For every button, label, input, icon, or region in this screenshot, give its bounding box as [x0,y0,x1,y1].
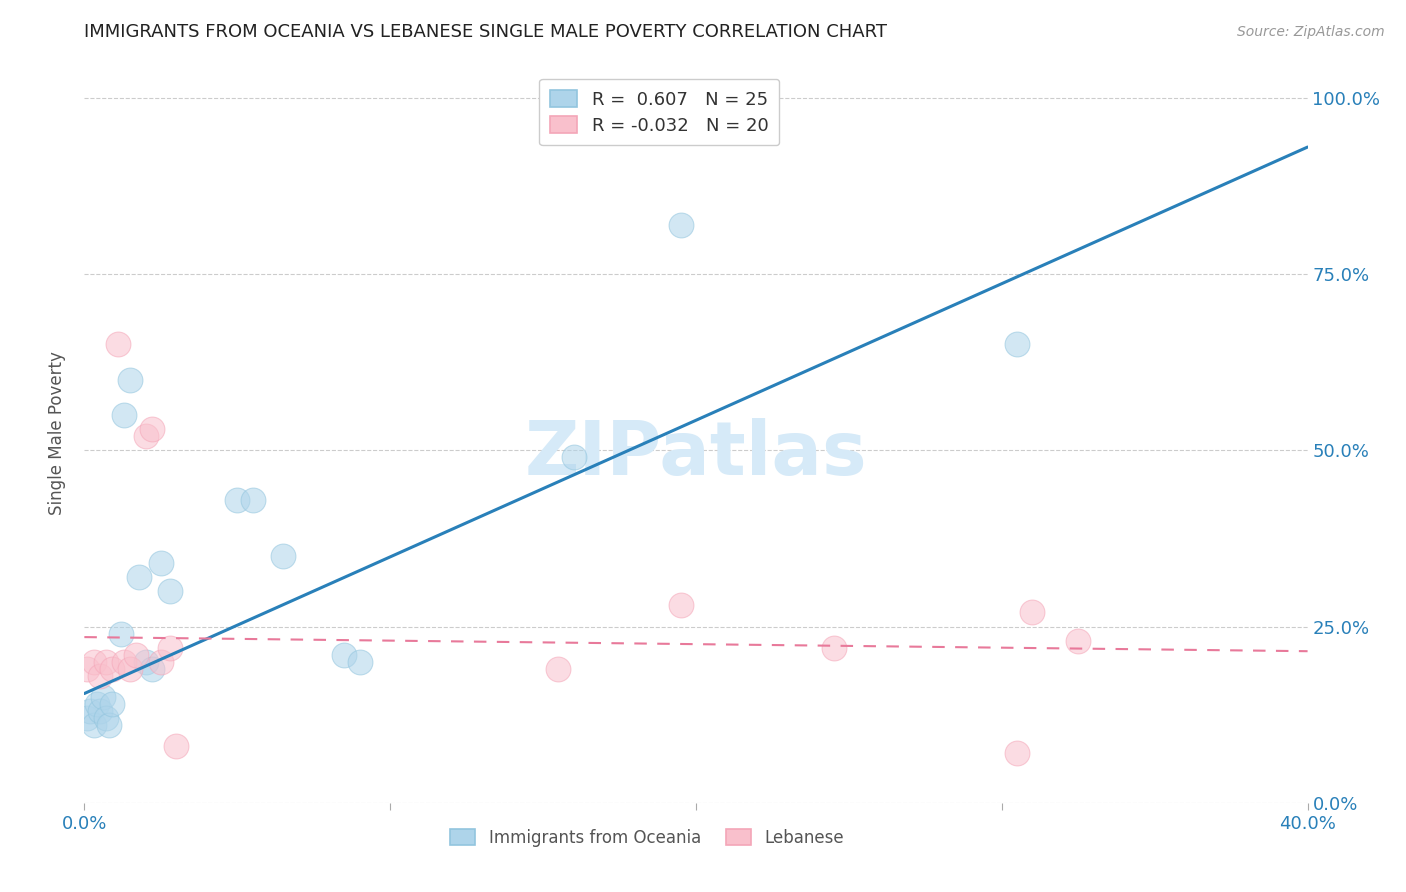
Point [226,492,249,507]
Point [333,648,356,662]
Point [76,662,98,676]
Point [86,697,108,711]
Point [135,655,157,669]
Legend: Immigrants from Oceania, Lebanese: Immigrants from Oceania, Lebanese [444,822,851,854]
Point [89,704,111,718]
Point [110,626,132,640]
Point [79,704,101,718]
Point [101,697,124,711]
Point [97,718,120,732]
Point [159,584,181,599]
Point [547,662,569,676]
Point [83,655,105,669]
Point [271,549,294,563]
Point [159,640,181,655]
Point [1021,606,1043,620]
Point [112,655,135,669]
Point [91,690,114,704]
Point [128,570,150,584]
Point [120,662,142,676]
Point [141,662,163,676]
Point [125,648,148,662]
Point [112,408,135,422]
Point [101,662,124,676]
Point [1067,633,1090,648]
Point [349,655,371,669]
Point [149,556,172,570]
Point [107,337,129,351]
Point [669,599,692,613]
Point [141,422,163,436]
Point [120,373,142,387]
Point [94,711,117,725]
Point [823,640,845,655]
Text: Source: ZipAtlas.com: Source: ZipAtlas.com [1237,25,1385,39]
Point [165,739,187,754]
Text: ZIPatlas: ZIPatlas [524,418,868,491]
Point [76,711,98,725]
Point [1005,337,1028,351]
Point [94,655,117,669]
Point [89,669,111,683]
Point [242,492,264,507]
Point [669,218,692,232]
Point [1005,747,1028,761]
Point [135,429,157,443]
Y-axis label: Single Male Poverty: Single Male Poverty [48,351,66,515]
Point [562,450,585,465]
Point [149,655,172,669]
Point [83,718,105,732]
Text: IMMIGRANTS FROM OCEANIA VS LEBANESE SINGLE MALE POVERTY CORRELATION CHART: IMMIGRANTS FROM OCEANIA VS LEBANESE SING… [84,23,887,41]
